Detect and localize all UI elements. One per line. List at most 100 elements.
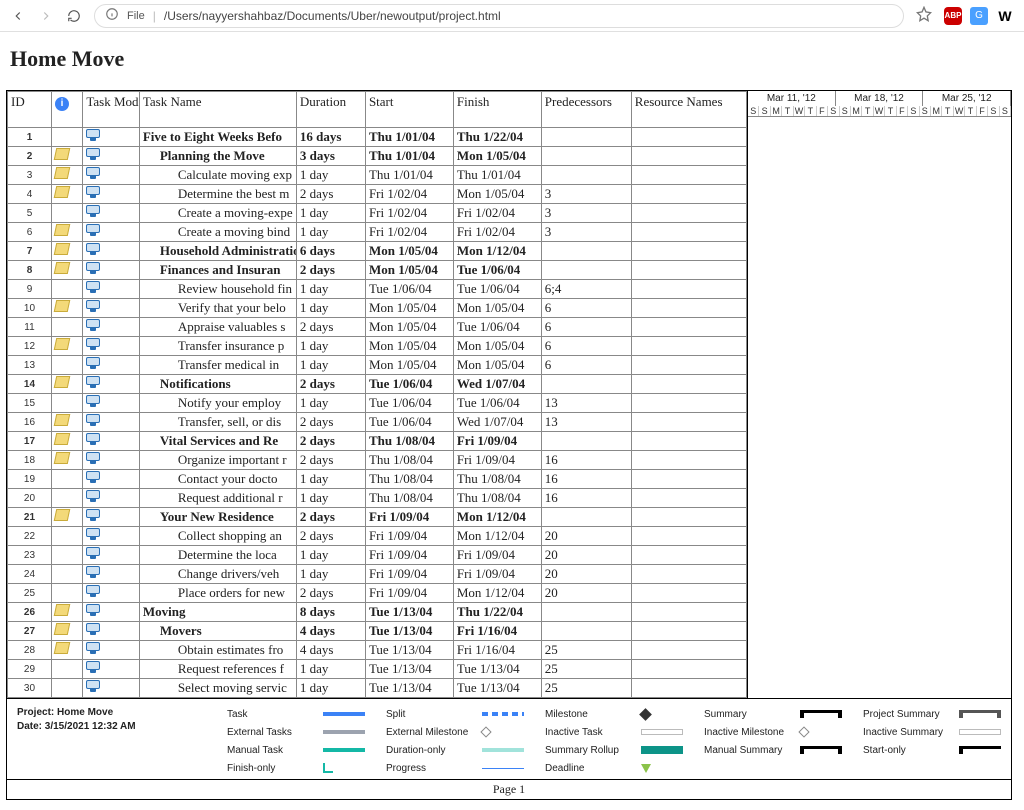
cell-info — [51, 128, 82, 147]
col-name[interactable]: Task Name — [139, 92, 296, 128]
cell-dur: 1 day — [296, 565, 365, 584]
table-row[interactable]: 10Verify that your belo1 dayMon 1/05/04M… — [8, 299, 747, 318]
cell-pred: 16 — [541, 489, 631, 508]
table-row[interactable]: 22Collect shopping an2 daysFri 1/09/04Mo… — [8, 527, 747, 546]
table-row[interactable]: 23Determine the loca1 dayFri 1/09/04Fri … — [8, 546, 747, 565]
cell-res — [631, 261, 746, 280]
browser-chrome: File | /Users/nayyershahbaz/Documents/Ub… — [0, 0, 1024, 32]
table-row[interactable]: 1Five to Eight Weeks Befo16 daysThu 1/01… — [8, 128, 747, 147]
task-mode-icon — [86, 243, 100, 255]
table-row[interactable]: 12Transfer insurance p1 dayMon 1/05/04Mo… — [8, 337, 747, 356]
cell-info — [51, 451, 82, 470]
cell-mode — [83, 375, 140, 394]
cell-start: Mon 1/05/04 — [365, 337, 453, 356]
address-bar[interactable]: File | /Users/nayyershahbaz/Documents/Ub… — [94, 4, 904, 28]
table-row[interactable]: 5Create a moving-expe1 dayFri 1/02/04Fri… — [8, 204, 747, 223]
col-mode[interactable]: Task Mode — [83, 92, 140, 128]
cell-info — [51, 546, 82, 565]
timeline-day: W — [794, 106, 805, 116]
table-row[interactable]: 14Notifications2 daysTue 1/06/04Wed 1/07… — [8, 375, 747, 394]
cell-finish: Fri 1/09/04 — [453, 565, 541, 584]
col-start[interactable]: Start — [365, 92, 453, 128]
col-finish[interactable]: Finish — [453, 92, 541, 128]
cell-info — [51, 641, 82, 660]
table-row[interactable]: 30Select moving servic1 dayTue 1/13/04Tu… — [8, 679, 747, 698]
star-icon[interactable] — [916, 6, 932, 25]
table-row[interactable]: 15Notify your employ1 dayTue 1/06/04Tue … — [8, 394, 747, 413]
table-row[interactable]: 16Transfer, sell, or dis2 daysTue 1/06/0… — [8, 413, 747, 432]
reload-button[interactable] — [66, 8, 82, 24]
legend-label: Finish-only — [227, 763, 317, 774]
note-icon — [54, 243, 71, 255]
col-info[interactable]: i — [51, 92, 82, 128]
task-mode-icon — [86, 623, 100, 635]
note-icon — [54, 167, 71, 179]
cell-res — [631, 622, 746, 641]
task-grid: ID i Task Mode Task Name Duration Start … — [7, 91, 747, 698]
back-button[interactable] — [10, 8, 26, 24]
note-icon — [54, 509, 71, 521]
table-row[interactable]: 20Request additional r1 dayThu 1/08/04Th… — [8, 489, 747, 508]
task-mode-icon — [86, 490, 100, 502]
table-row[interactable]: 19Contact your docto1 dayThu 1/08/04Thu … — [8, 470, 747, 489]
table-row[interactable]: 21Your New Residence2 daysFri 1/09/04Mon… — [8, 508, 747, 527]
table-row[interactable]: 26Moving8 daysTue 1/13/04Thu 1/22/04 — [8, 603, 747, 622]
forward-button[interactable] — [38, 8, 54, 24]
table-row[interactable]: 24Change drivers/veh1 dayFri 1/09/04Fri … — [8, 565, 747, 584]
cell-start: Thu 1/01/04 — [365, 166, 453, 185]
cell-res — [631, 413, 746, 432]
cell-finish: Wed 1/07/04 — [453, 375, 541, 394]
cell-finish: Mon 1/05/04 — [453, 185, 541, 204]
legend-item: External Milestone — [386, 725, 524, 739]
cell-info — [51, 660, 82, 679]
table-row[interactable]: 11Appraise valuables s2 daysMon 1/05/04T… — [8, 318, 747, 337]
legend-label: Project Summary — [863, 709, 953, 720]
task-mode-icon — [86, 452, 100, 464]
table-row[interactable]: 7Household Administratio6 daysMon 1/05/0… — [8, 242, 747, 261]
cell-finish: Mon 1/12/04 — [453, 508, 541, 527]
legend-item: Deadline — [545, 761, 683, 775]
legend-label: Summary Rollup — [545, 745, 635, 756]
abp-icon[interactable]: ABP — [944, 7, 962, 25]
table-row[interactable]: 9Review household fin1 dayTue 1/06/04Tue… — [8, 280, 747, 299]
cell-name: Transfer insurance p — [139, 337, 296, 356]
ext-g-icon[interactable]: G — [970, 7, 988, 25]
table-row[interactable]: 6Create a moving bind1 dayFri 1/02/04Fri… — [8, 223, 747, 242]
task-mode-icon — [86, 642, 100, 654]
cell-id: 28 — [8, 641, 52, 660]
cell-finish: Mon 1/12/04 — [453, 242, 541, 261]
table-row[interactable]: 3Calculate moving exp1 dayThu 1/01/04Thu… — [8, 166, 747, 185]
table-row[interactable]: 2Planning the Move3 daysThu 1/01/04Mon 1… — [8, 147, 747, 166]
task-mode-icon — [86, 585, 100, 597]
task-mode-icon — [86, 376, 100, 388]
table-row[interactable]: 4Determine the best m2 daysFri 1/02/04Mo… — [8, 185, 747, 204]
cell-dur: 2 days — [296, 432, 365, 451]
ext-w-icon[interactable]: W — [996, 7, 1014, 25]
table-row[interactable]: 29Request references f1 dayTue 1/13/04Tu… — [8, 660, 747, 679]
cell-mode — [83, 489, 140, 508]
table-row[interactable]: 27Movers4 daysTue 1/13/04Fri 1/16/04 — [8, 622, 747, 641]
cell-finish: Tue 1/06/04 — [453, 261, 541, 280]
cell-dur: 2 days — [296, 185, 365, 204]
task-mode-icon — [86, 319, 100, 331]
cell-info — [51, 622, 82, 641]
table-row[interactable]: 13Transfer medical in1 dayMon 1/05/04Mon… — [8, 356, 747, 375]
col-id[interactable]: ID — [8, 92, 52, 128]
table-row[interactable]: 25Place orders for new2 daysFri 1/09/04M… — [8, 584, 747, 603]
cell-name: Your New Residence — [139, 508, 296, 527]
table-row[interactable]: 8Finances and Insuran2 daysMon 1/05/04Tu… — [8, 261, 747, 280]
timeline-day: S — [748, 106, 759, 116]
table-row[interactable]: 17Vital Services and Re2 daysThu 1/08/04… — [8, 432, 747, 451]
cell-mode — [83, 280, 140, 299]
col-res[interactable]: Resource Names — [631, 92, 746, 128]
cell-start: Fri 1/09/04 — [365, 565, 453, 584]
cell-res — [631, 432, 746, 451]
col-pred[interactable]: Predecessors — [541, 92, 631, 128]
cell-name: Household Administratio — [139, 242, 296, 261]
cell-dur: 1 day — [296, 394, 365, 413]
cell-pred: 6 — [541, 337, 631, 356]
cell-finish: Thu 1/22/04 — [453, 128, 541, 147]
table-row[interactable]: 18Organize important r2 daysThu 1/08/04F… — [8, 451, 747, 470]
table-row[interactable]: 28Obtain estimates fro4 daysTue 1/13/04F… — [8, 641, 747, 660]
col-dur[interactable]: Duration — [296, 92, 365, 128]
